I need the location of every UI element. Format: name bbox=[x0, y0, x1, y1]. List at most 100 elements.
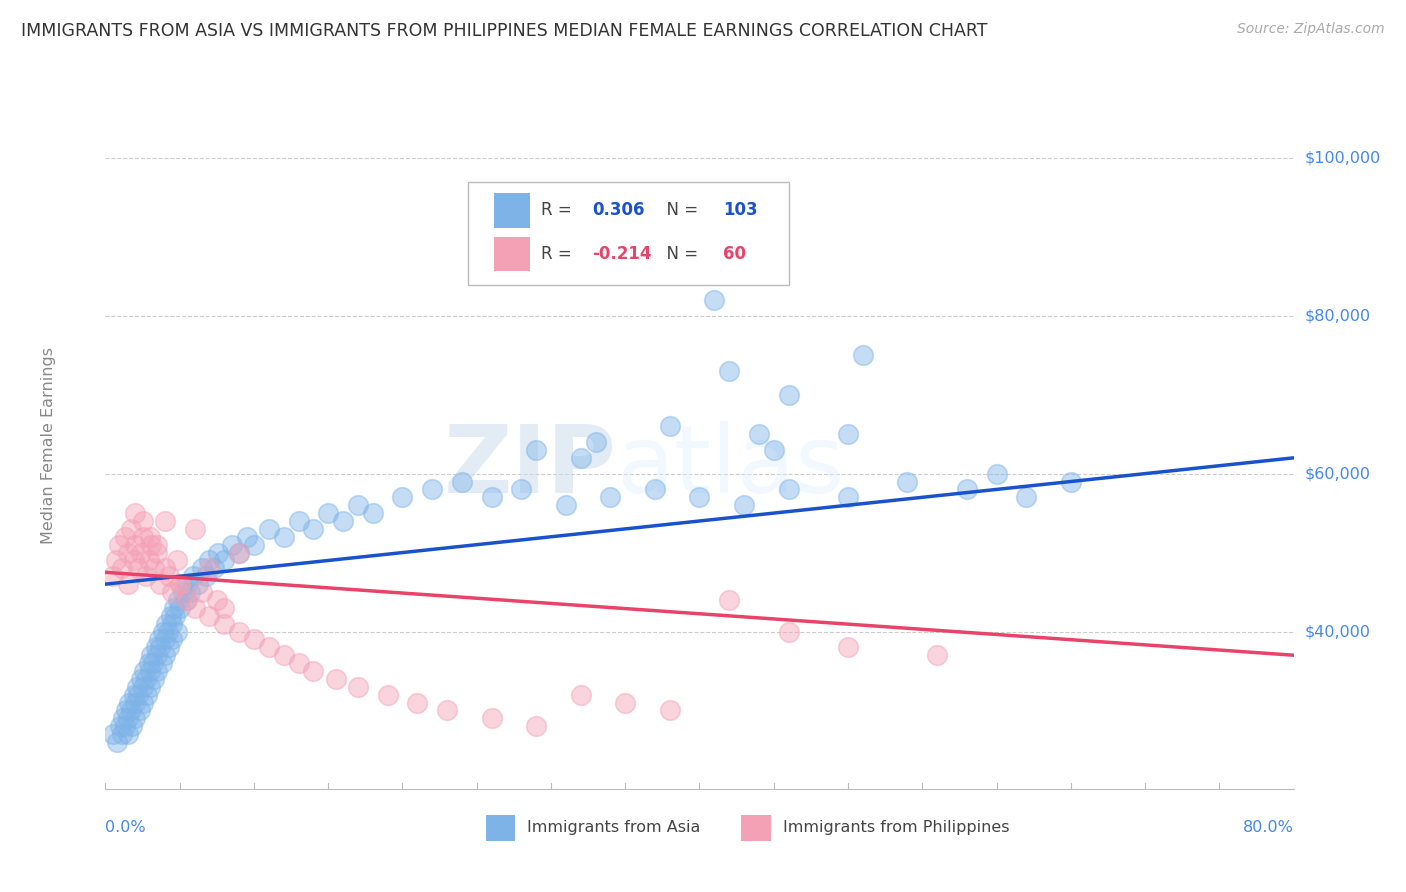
Point bbox=[450, 475, 472, 489]
Point bbox=[138, 656, 160, 670]
Point bbox=[228, 624, 250, 639]
Point bbox=[146, 545, 169, 559]
Point bbox=[131, 680, 153, 694]
Point bbox=[129, 672, 152, 686]
Point bbox=[166, 624, 188, 639]
Text: $80,000: $80,000 bbox=[1305, 309, 1371, 323]
Point bbox=[124, 711, 146, 725]
Point bbox=[644, 483, 666, 497]
Point bbox=[139, 530, 162, 544]
Point bbox=[243, 632, 266, 647]
Point bbox=[585, 435, 607, 450]
Text: IMMIGRANTS FROM ASIA VS IMMIGRANTS FROM PHILIPPINES MEDIAN FEMALE EARNINGS CORRE: IMMIGRANTS FROM ASIA VS IMMIGRANTS FROM … bbox=[21, 22, 987, 40]
Point bbox=[762, 442, 785, 457]
Point bbox=[191, 561, 214, 575]
Point bbox=[273, 530, 295, 544]
Text: N =: N = bbox=[655, 202, 703, 219]
Point bbox=[172, 585, 194, 599]
Point bbox=[287, 514, 309, 528]
Point bbox=[214, 553, 236, 567]
Point bbox=[155, 616, 177, 631]
Point bbox=[141, 648, 163, 663]
Text: 103: 103 bbox=[723, 202, 758, 219]
Point bbox=[153, 632, 176, 647]
Point bbox=[148, 632, 170, 647]
Point bbox=[257, 522, 280, 536]
Point bbox=[183, 522, 205, 536]
Point bbox=[198, 608, 221, 623]
Point bbox=[101, 727, 124, 741]
Point bbox=[124, 538, 146, 552]
Point bbox=[132, 664, 155, 678]
Point bbox=[115, 703, 138, 717]
Point bbox=[569, 450, 592, 465]
Point bbox=[127, 561, 149, 575]
Point bbox=[718, 593, 741, 607]
Point bbox=[183, 600, 205, 615]
Text: Immigrants from Asia: Immigrants from Asia bbox=[527, 821, 700, 836]
Point bbox=[112, 711, 135, 725]
Point bbox=[221, 538, 243, 552]
Point bbox=[332, 514, 354, 528]
Point bbox=[837, 640, 859, 655]
Point bbox=[287, 656, 309, 670]
Point bbox=[162, 616, 184, 631]
Point bbox=[153, 648, 176, 663]
Point bbox=[138, 553, 160, 567]
Point bbox=[202, 561, 225, 575]
Point bbox=[837, 427, 859, 442]
Point bbox=[391, 491, 413, 505]
Point bbox=[658, 703, 681, 717]
Point bbox=[105, 735, 128, 749]
Point bbox=[121, 719, 143, 733]
Text: 60: 60 bbox=[723, 244, 747, 262]
Point bbox=[149, 640, 172, 655]
Text: R =: R = bbox=[541, 244, 578, 262]
Point bbox=[186, 577, 208, 591]
Point bbox=[325, 672, 347, 686]
Point bbox=[135, 672, 157, 686]
Point bbox=[114, 530, 136, 544]
Point bbox=[257, 640, 280, 655]
Point bbox=[436, 703, 458, 717]
Point bbox=[169, 577, 191, 591]
Point bbox=[599, 491, 621, 505]
Point bbox=[569, 688, 592, 702]
Point bbox=[135, 569, 157, 583]
Text: 0.306: 0.306 bbox=[592, 202, 645, 219]
Point bbox=[195, 569, 218, 583]
Point bbox=[156, 624, 179, 639]
Point bbox=[778, 624, 800, 639]
Point bbox=[127, 688, 149, 702]
Point bbox=[554, 498, 576, 512]
Point bbox=[145, 640, 167, 655]
Point bbox=[166, 553, 188, 567]
Point bbox=[139, 680, 162, 694]
Point bbox=[111, 561, 134, 575]
Point bbox=[214, 616, 236, 631]
Point bbox=[986, 467, 1008, 481]
Text: R =: R = bbox=[541, 202, 578, 219]
Point bbox=[120, 522, 142, 536]
Point bbox=[420, 483, 443, 497]
Text: ZIP: ZIP bbox=[443, 421, 616, 513]
Point bbox=[778, 483, 800, 497]
Point bbox=[159, 608, 181, 623]
Point bbox=[122, 688, 145, 702]
Point bbox=[273, 648, 295, 663]
Point bbox=[191, 585, 214, 599]
Point bbox=[104, 553, 127, 567]
Point bbox=[146, 664, 169, 678]
Point bbox=[510, 483, 533, 497]
Point bbox=[142, 656, 165, 670]
Bar bbox=[494, 194, 530, 227]
Point bbox=[1015, 491, 1038, 505]
Point bbox=[114, 719, 136, 733]
Bar bbox=[494, 236, 530, 271]
Point bbox=[139, 664, 162, 678]
Point bbox=[117, 545, 139, 559]
Point bbox=[111, 727, 134, 741]
Bar bbox=[485, 814, 516, 841]
Point bbox=[131, 514, 153, 528]
Point bbox=[131, 530, 153, 544]
